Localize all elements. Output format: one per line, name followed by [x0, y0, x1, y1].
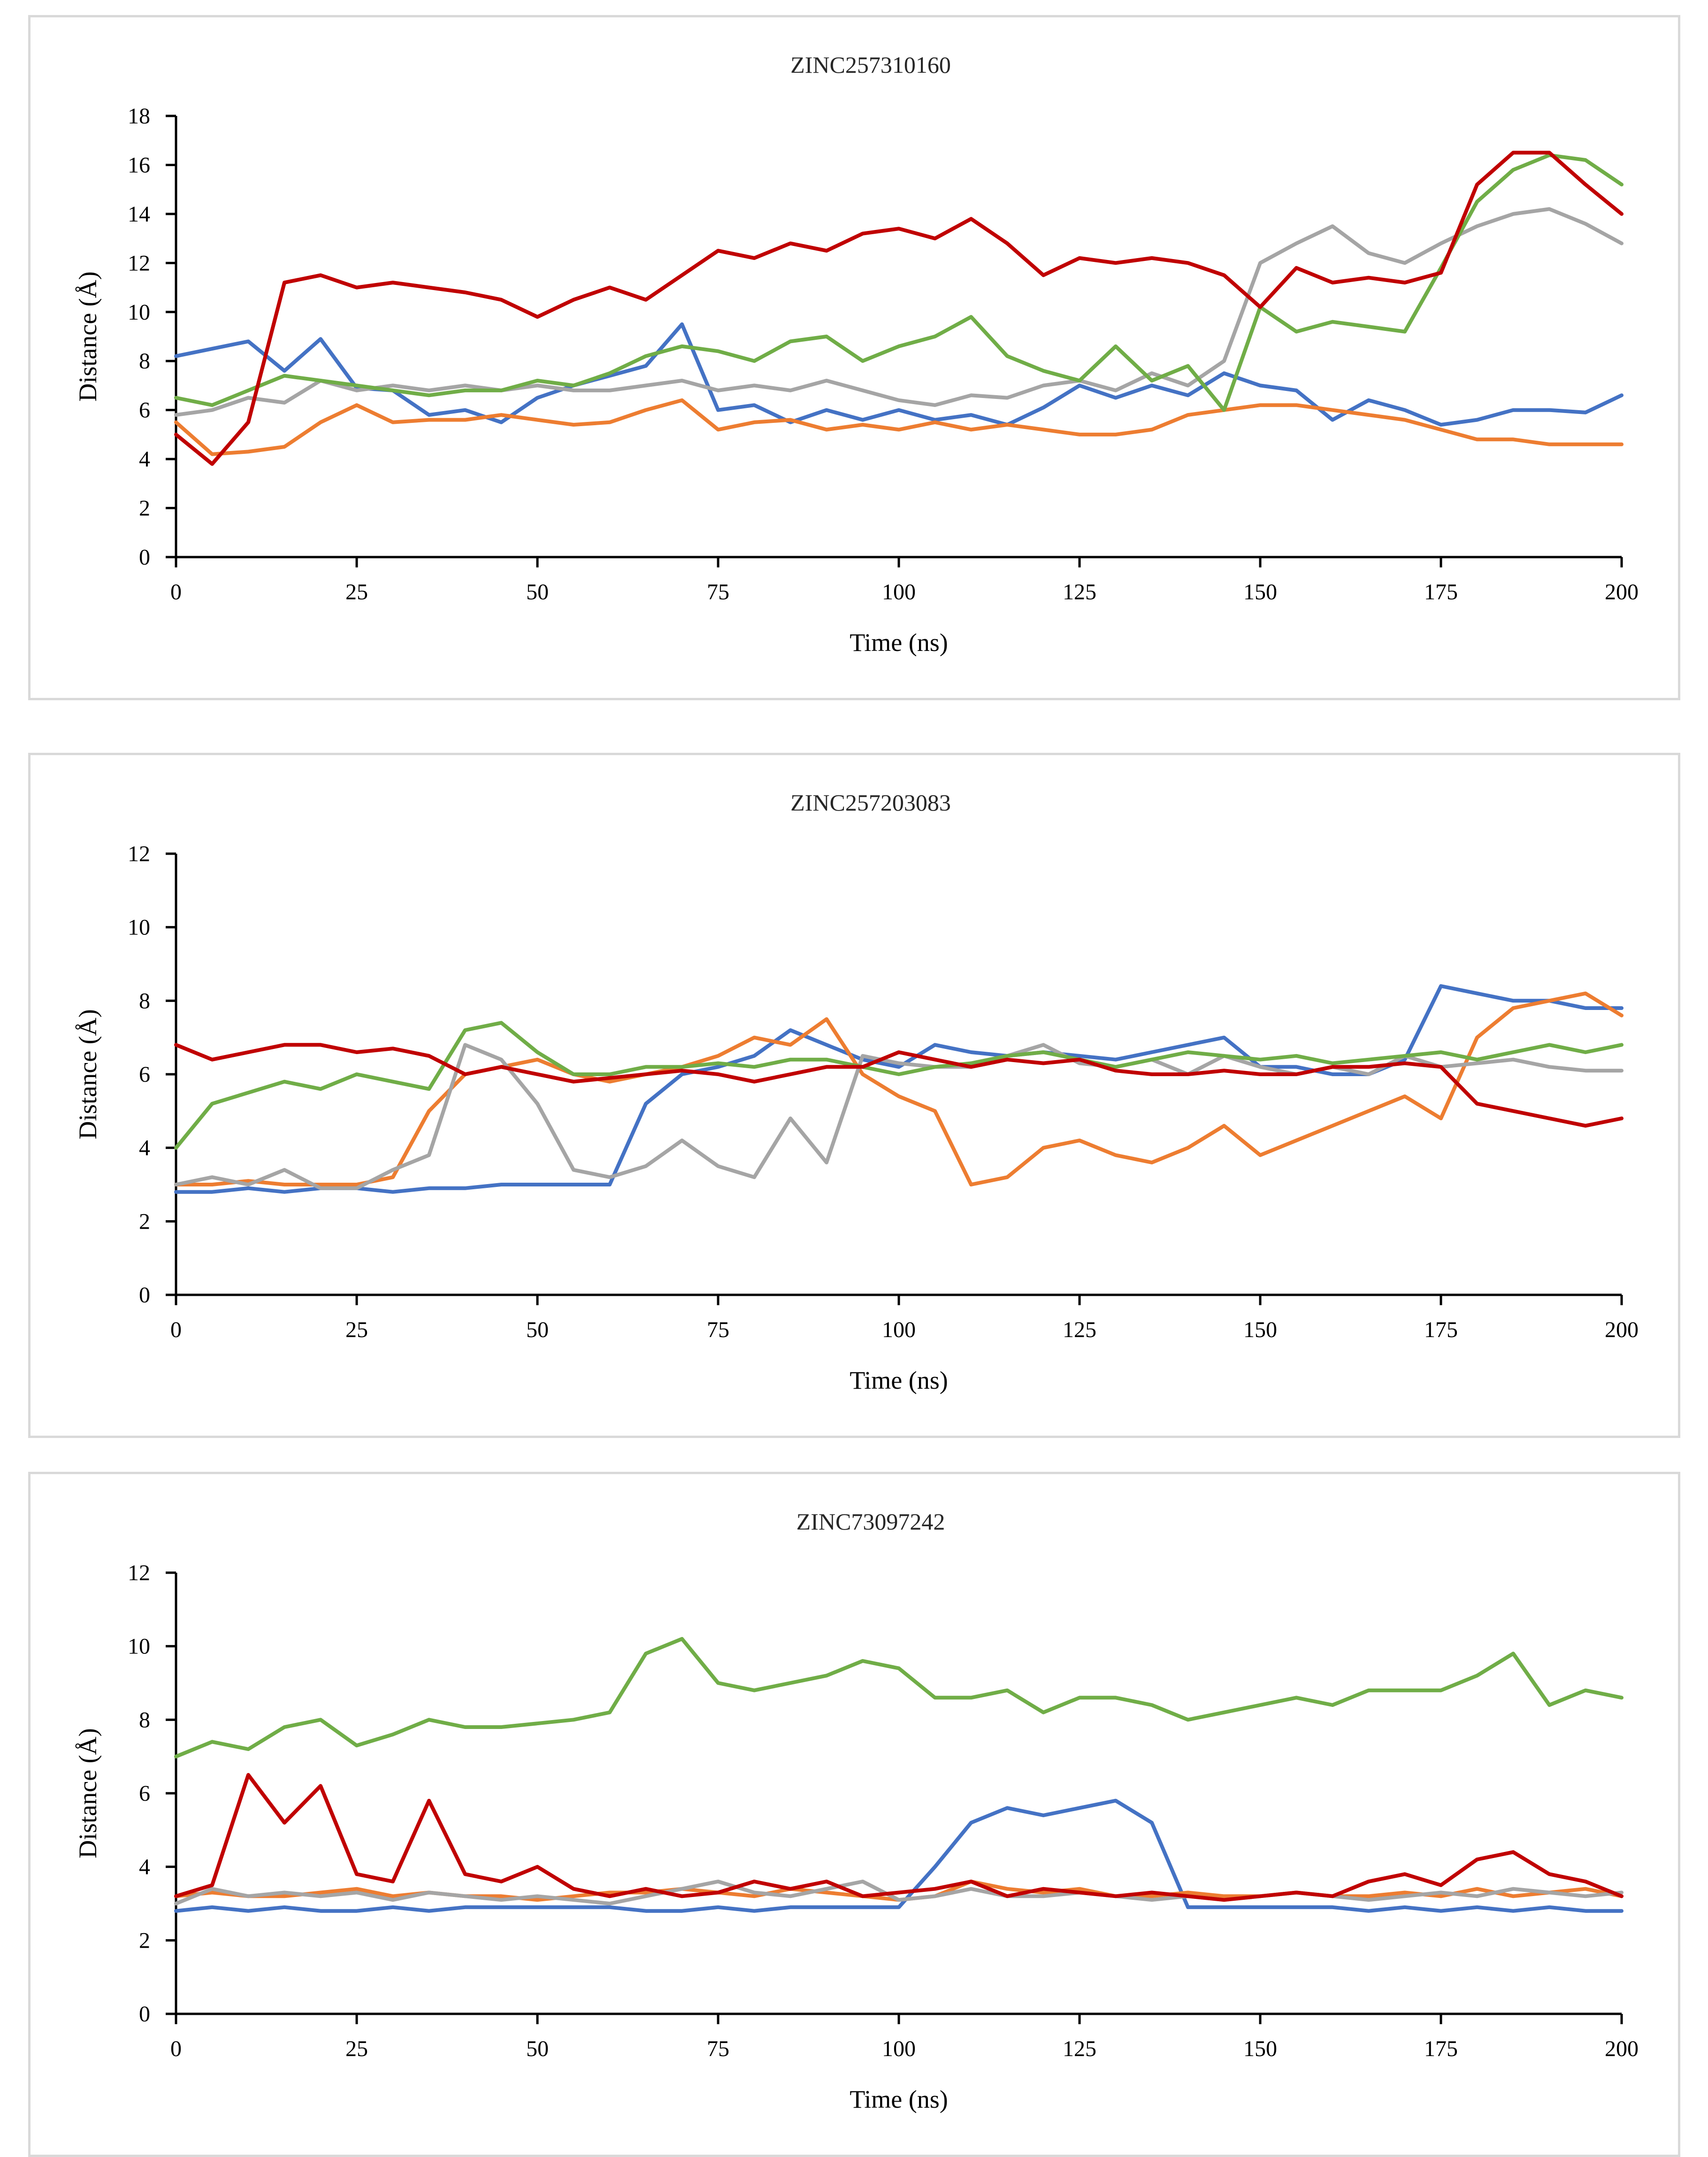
x-tick-label: 200 — [1605, 580, 1639, 604]
y-axis-label: Distance (Å) — [74, 271, 102, 401]
chart-title: ZINC257310160 — [790, 52, 951, 78]
line-chart-2: ZINC257203083 0 2 4 6 8 10 12 0 25 50 75 100 125 150 17… — [74, 789, 1639, 1394]
series-line-blue — [174, 1798, 1624, 1913]
y-tick-label: 12 — [128, 1560, 150, 1585]
y-tick-label: 6 — [139, 398, 150, 423]
x-tick-label: 125 — [1063, 1317, 1096, 1342]
series-line-orange — [174, 398, 1624, 456]
series-line-blue — [174, 984, 1624, 1194]
series-line-red — [174, 1043, 1624, 1128]
x-tick-label: 0 — [170, 1317, 182, 1342]
x-tick-label: 100 — [882, 1317, 916, 1342]
series-line-green — [174, 153, 1624, 412]
series-line-blue — [174, 322, 1624, 427]
y-tick-label: 6 — [139, 1062, 150, 1087]
x-tick-label: 100 — [882, 580, 916, 604]
y-axis-label: Distance (Å) — [74, 1009, 102, 1139]
line-chart-3: ZINC73097242 0 2 4 6 8 10 12 0 25 50 75 100 125 150 175… — [74, 1508, 1639, 2113]
y-axis-label: Distance (Å) — [74, 1728, 102, 1858]
x-axis-label: Time (ns) — [850, 628, 948, 657]
y-tick-label: 2 — [139, 1209, 150, 1234]
x-tick-label: 50 — [526, 2036, 549, 2061]
series-line-gray — [174, 1043, 1624, 1190]
y-tick-label: 18 — [128, 104, 150, 129]
x-tick-label: 200 — [1605, 1317, 1639, 1342]
y-tick-label: 12 — [128, 841, 150, 866]
x-tick-label: 25 — [345, 2036, 368, 2061]
y-tick-label: 2 — [139, 496, 150, 521]
chart-panel-2: ZINC257203083 0 2 4 6 8 10 12 0 25 50 75 100 125 150 17… — [28, 753, 1680, 1438]
chart-panel-3: ZINC73097242 0 2 4 6 8 10 12 0 25 50 75 100 125 150 175… — [28, 1472, 1680, 2157]
y-tick-label: 0 — [139, 1283, 150, 1308]
chart-panel-1: ZINC257310160 0 2 4 6 8 10 12 14 16 18 0 25 50 75 100 12… — [28, 15, 1680, 700]
series-line-gray — [174, 207, 1624, 417]
chart-title: ZINC73097242 — [797, 1508, 945, 1535]
line-chart-1: ZINC257310160 0 2 4 6 8 10 12 14 16 18 0 25 50 75 100 12… — [74, 52, 1639, 657]
x-tick-label: 175 — [1424, 2036, 1458, 2061]
series-line-green — [174, 1637, 1624, 1759]
x-axis-label: Time (ns) — [850, 2085, 948, 2113]
y-tick-label: 16 — [128, 153, 150, 177]
series-line-gray — [174, 1880, 1624, 1905]
x-tick-label: 75 — [707, 2036, 729, 2061]
x-axis-label: Time (ns) — [850, 1366, 948, 1394]
y-tick-label: 4 — [139, 447, 150, 472]
x-tick-label: 50 — [526, 1317, 549, 1342]
series-line-red — [174, 151, 1624, 466]
chart-title: ZINC257203083 — [790, 789, 951, 816]
y-tick-label: 14 — [128, 202, 150, 227]
y-tick-label: 4 — [139, 1136, 150, 1161]
x-tick-label: 125 — [1063, 580, 1096, 604]
y-tick-label: 6 — [139, 1781, 150, 1806]
x-tick-label: 175 — [1424, 1317, 1458, 1342]
y-tick-label: 12 — [128, 251, 150, 275]
x-tick-label: 25 — [345, 580, 368, 604]
series-line-green — [174, 1021, 1624, 1150]
y-tick-label: 8 — [139, 988, 150, 1013]
x-tick-label: 150 — [1243, 1317, 1277, 1342]
x-tick-label: 150 — [1243, 2036, 1277, 2061]
x-tick-label: 25 — [345, 1317, 368, 1342]
series-line-red — [174, 1773, 1624, 1902]
x-tick-label: 125 — [1063, 2036, 1096, 2061]
x-tick-label: 0 — [170, 2036, 182, 2061]
x-tick-label: 0 — [170, 580, 182, 604]
y-tick-label: 8 — [139, 1707, 150, 1732]
y-tick-label: 8 — [139, 349, 150, 374]
y-tick-label: 4 — [139, 1855, 150, 1880]
y-tick-label: 2 — [139, 1928, 150, 1953]
x-tick-label: 75 — [707, 1317, 729, 1342]
y-tick-label: 10 — [128, 915, 150, 940]
x-tick-label: 150 — [1243, 580, 1277, 604]
y-tick-label: 0 — [139, 2002, 150, 2027]
y-tick-label: 10 — [128, 1634, 150, 1659]
y-tick-label: 10 — [128, 300, 150, 325]
x-tick-label: 50 — [526, 580, 549, 604]
x-tick-label: 75 — [707, 580, 729, 604]
x-tick-label: 200 — [1605, 2036, 1639, 2061]
series-line-orange — [174, 991, 1624, 1186]
x-tick-label: 175 — [1424, 580, 1458, 604]
y-tick-label: 0 — [139, 545, 150, 570]
x-tick-label: 100 — [882, 2036, 916, 2061]
